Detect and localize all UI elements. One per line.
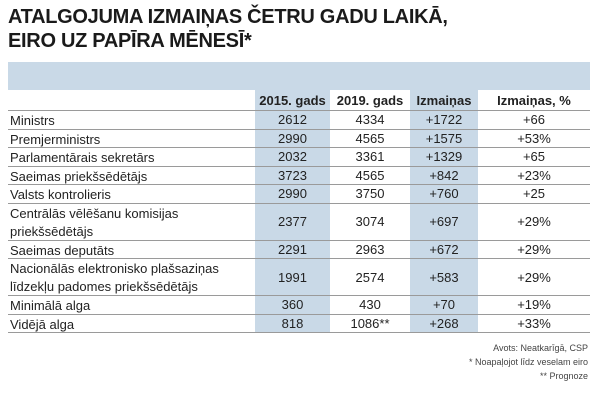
cell-value: +19% — [517, 297, 551, 313]
cell-value: 4334 — [355, 112, 385, 128]
cell-value: +29% — [517, 241, 551, 257]
row-divider — [8, 147, 590, 148]
row-label: priekšsēdētājs — [10, 223, 94, 239]
title-line: EIRO UZ PAPĪRA MĒNESĪ* — [8, 30, 252, 52]
row-label: Premjerministrs — [10, 131, 101, 147]
title-line: ATALGOJUMA IZMAIŅAS ČETRU GADU LAIKĀ, — [8, 6, 448, 28]
cell-value: 1991 — [278, 269, 307, 285]
row-divider — [8, 332, 590, 333]
cell-value: 2574 — [355, 269, 385, 285]
row-divider — [8, 239, 590, 241]
cell-value: 2032 — [278, 149, 307, 165]
footnote: ** Prognoze — [539, 371, 588, 381]
row-divider — [8, 110, 590, 111]
cell-value: +760 — [429, 186, 459, 202]
cell-value: 4565 — [355, 167, 385, 183]
row-label: līdzekļu padomes priekšsēdētājs — [10, 279, 198, 294]
column-header: 2015. gads — [259, 93, 326, 108]
row-label: Nacionālās elektronisko plašsaziņas — [10, 261, 219, 276]
cell-value: 818 — [281, 315, 304, 331]
cell-value: 360 — [281, 297, 304, 313]
row-label: Minimālā alga — [10, 298, 91, 313]
row-label: Parlamentārais sekretārs — [10, 150, 155, 165]
column-band — [410, 90, 478, 333]
row-label: Ministrs — [10, 113, 55, 128]
cell-value: 430 — [359, 297, 381, 313]
footnote: * Noapaļojot līdz veselam eiro — [468, 357, 588, 367]
header-band — [8, 62, 590, 90]
cell-value: +1722 — [425, 112, 463, 128]
cell-value: +1575 — [425, 130, 463, 146]
row-divider — [8, 165, 590, 167]
cell-value: +29% — [517, 269, 551, 285]
cell-value: +29% — [517, 214, 551, 229]
column-header: 2019. gads — [336, 93, 404, 108]
row-label: Vidējā alga — [10, 316, 75, 332]
cell-value: +1329 — [425, 149, 463, 165]
column-band — [255, 90, 330, 333]
row-label: Centrālās vēlēšanu komisijas — [10, 205, 179, 221]
cell-value: +65 — [522, 149, 546, 165]
row-divider — [8, 202, 590, 204]
row-divider — [8, 128, 590, 130]
row-label: Saeimas priekšsēdētājs — [10, 168, 148, 184]
cell-value: +583 — [429, 269, 459, 285]
row-label: Saeimas deputāts — [10, 242, 115, 258]
cell-value: +66 — [522, 112, 546, 128]
row-divider — [8, 184, 590, 185]
cell-value: 3074 — [355, 214, 385, 229]
cell-value: 2612 — [278, 112, 307, 128]
cell-value: +672 — [429, 241, 459, 257]
cell-value: +70 — [432, 297, 456, 313]
cell-value: 2377 — [278, 214, 307, 229]
cell-value: +842 — [429, 167, 459, 183]
cell-value: 3723 — [278, 167, 307, 183]
cell-value: 3361 — [355, 149, 385, 165]
row-divider — [8, 313, 590, 315]
cell-value: 2990 — [278, 130, 307, 146]
row-divider — [8, 258, 590, 259]
cell-value: 4565 — [355, 130, 385, 146]
cell-value: 2291 — [278, 241, 307, 257]
column-header: Izmaiņas — [416, 93, 472, 108]
cell-value: +25 — [522, 186, 546, 202]
cell-value: +33% — [517, 315, 551, 331]
cell-value: 3750 — [355, 186, 385, 202]
row-divider — [8, 295, 590, 296]
cell-value: +53% — [517, 130, 551, 146]
row-label: Valsts kontrolieris — [10, 187, 111, 202]
cell-value: +23% — [517, 167, 551, 183]
cell-value: +268 — [429, 315, 459, 331]
cell-value: 2963 — [355, 241, 385, 257]
cell-value: +697 — [429, 214, 459, 229]
cell-value: 2990 — [278, 186, 307, 202]
footnote: Avots: Neatkarīgā, CSP — [493, 343, 588, 353]
cell-value: 1086** — [350, 315, 390, 331]
column-header: Izmaiņas, % — [497, 93, 571, 108]
